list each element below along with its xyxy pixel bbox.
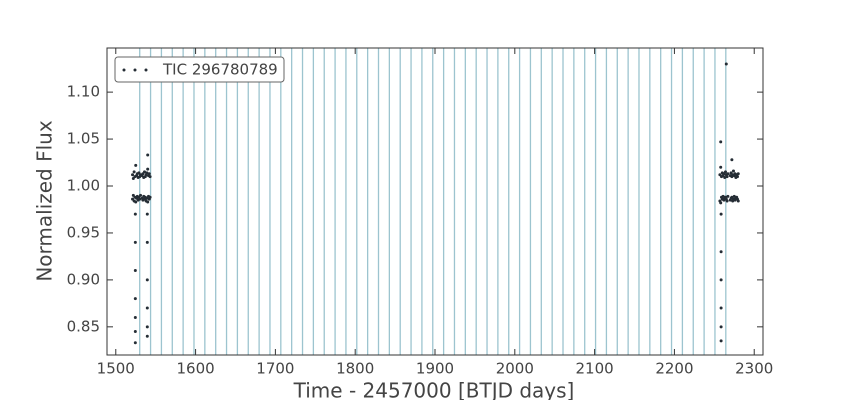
x-tick-label: 2300	[735, 360, 773, 378]
data-point	[719, 212, 723, 216]
data-point	[133, 240, 137, 244]
data-point	[148, 175, 152, 179]
y-tick-label: 0.95	[67, 223, 100, 241]
data-point	[143, 170, 147, 174]
data-point	[736, 199, 740, 203]
data-point	[719, 325, 723, 329]
data-point	[145, 240, 149, 244]
data-point	[146, 153, 150, 157]
legend-box	[114, 56, 285, 83]
data-point	[132, 170, 136, 174]
data-point	[139, 193, 143, 197]
data-point	[146, 167, 150, 171]
x-tick-label: 2000	[496, 360, 534, 378]
plot-frame	[106, 47, 764, 356]
x-tick-label: 2200	[655, 360, 693, 378]
data-point	[719, 201, 723, 205]
y-tick-label: 1.10	[67, 83, 100, 101]
data-point	[133, 341, 137, 345]
data-point	[735, 175, 739, 179]
data-point	[719, 165, 723, 169]
data-point	[145, 171, 149, 175]
data-point	[133, 269, 137, 273]
legend-marker	[144, 68, 148, 72]
data-point	[719, 278, 723, 282]
data-point	[719, 250, 723, 254]
data-point	[719, 339, 723, 343]
y-tick-label: 0.90	[67, 270, 100, 288]
data-point	[133, 212, 137, 216]
data-point	[145, 278, 149, 282]
legend-label: TIC 296780789	[162, 61, 278, 79]
data-point	[725, 199, 729, 203]
data-point	[730, 158, 734, 162]
data-point	[726, 194, 730, 198]
data-point	[148, 195, 152, 199]
data-point	[133, 297, 137, 301]
data-point	[147, 172, 151, 176]
data-point	[145, 325, 149, 329]
data-point	[145, 212, 149, 216]
data-point	[723, 176, 727, 180]
data-point	[133, 330, 137, 334]
data-point	[145, 334, 149, 338]
legend-marker	[133, 68, 137, 72]
data-point	[138, 197, 142, 201]
data-point	[131, 173, 135, 177]
y-axis-label: Normalized Flux	[33, 120, 57, 282]
data-point	[724, 62, 728, 66]
y-tick-label: 0.85	[67, 317, 100, 335]
x-tick-label: 1600	[176, 360, 214, 378]
data-point	[723, 170, 727, 174]
data-point	[134, 200, 138, 204]
data-point	[145, 306, 149, 310]
x-tick-label: 1800	[336, 360, 374, 378]
x-tick-label: 1700	[256, 360, 294, 378]
data-point	[731, 169, 735, 173]
y-tick-label: 1.00	[67, 177, 100, 195]
data-point	[726, 172, 730, 176]
data-point	[134, 163, 138, 167]
x-tick-label: 2100	[576, 360, 614, 378]
data-point	[133, 315, 137, 319]
x-tick-label: 1900	[416, 360, 454, 378]
data-point	[725, 175, 729, 179]
x-tick-label: 1500	[97, 360, 135, 378]
x-axis-label: Time - 2457000 [BTJD days]	[293, 379, 575, 400]
data-point	[146, 200, 150, 204]
data-point	[736, 172, 740, 176]
y-tick-label: 1.05	[67, 130, 100, 148]
data-point	[719, 306, 723, 310]
legend-marker	[122, 68, 126, 72]
data-point	[719, 140, 723, 144]
